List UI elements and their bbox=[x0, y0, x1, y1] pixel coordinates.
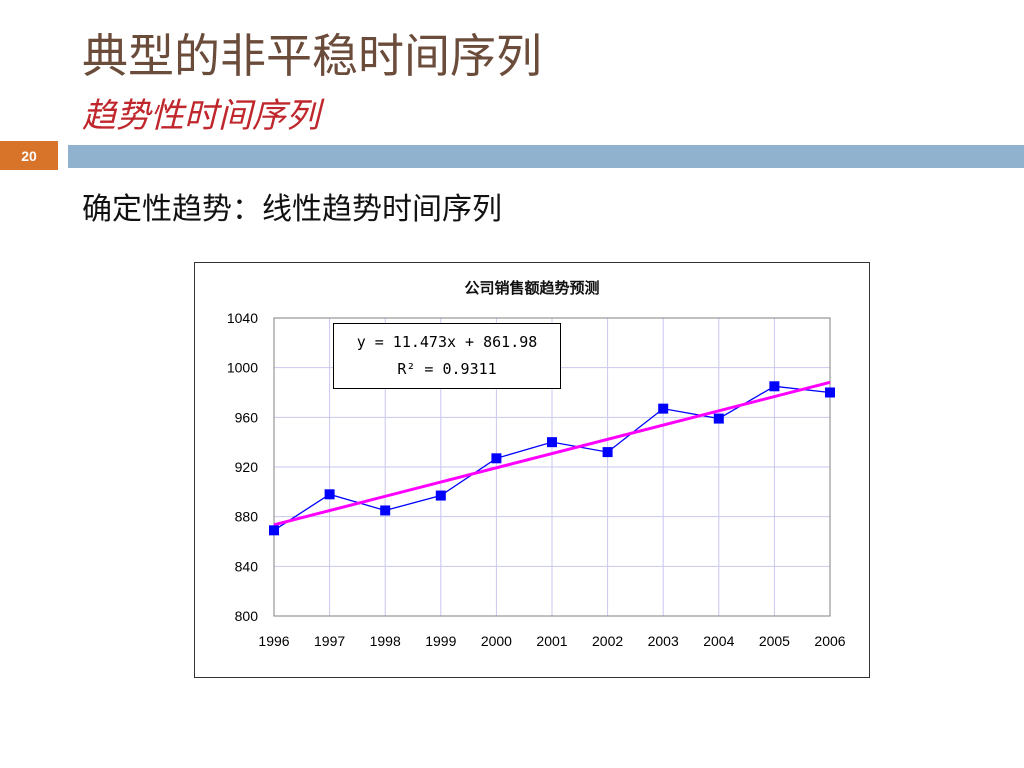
y-tick-label: 960 bbox=[235, 409, 259, 425]
x-tick-label: 1996 bbox=[258, 633, 289, 649]
plot-border bbox=[273, 317, 831, 617]
data-point bbox=[324, 489, 335, 500]
slide-title: 典型的非平稳时间序列 bbox=[82, 29, 542, 83]
y-tick-label: 1000 bbox=[227, 360, 258, 376]
y-tick-label: 1040 bbox=[227, 310, 258, 326]
x-tick-label: 2006 bbox=[814, 633, 845, 649]
x-tick-label: 2005 bbox=[759, 633, 790, 649]
y-tick-label: 920 bbox=[235, 459, 259, 475]
body-text: 确定性趋势：线性趋势时间序列 bbox=[82, 192, 502, 227]
data-point bbox=[825, 387, 835, 398]
slide-subtitle: 趋势性时间序列 bbox=[82, 96, 320, 136]
y-tick-label: 880 bbox=[235, 509, 259, 525]
chart-title: 公司销售额趋势预测 bbox=[464, 279, 600, 297]
y-tick-label: 800 bbox=[235, 608, 259, 624]
x-tick-label: 1997 bbox=[314, 633, 345, 649]
x-tick-label: 2002 bbox=[592, 633, 623, 649]
data-point bbox=[380, 505, 391, 516]
data-point bbox=[713, 413, 724, 424]
x-tick-label: 2003 bbox=[648, 633, 679, 649]
data-point bbox=[435, 490, 446, 501]
slide-number: 20 bbox=[0, 141, 58, 170]
data-point bbox=[547, 437, 557, 448]
x-tick-label: 1999 bbox=[425, 633, 456, 649]
data-point bbox=[269, 525, 279, 536]
x-tick-label: 1998 bbox=[370, 633, 401, 649]
x-tick-label: 2001 bbox=[536, 633, 567, 649]
data-point bbox=[491, 453, 502, 464]
x-tick-label: 2000 bbox=[481, 633, 512, 649]
data-point bbox=[602, 447, 613, 458]
data-point bbox=[769, 381, 780, 392]
trendline-r2: R² = 0.9311 bbox=[397, 360, 497, 378]
chart-frame: 公司销售额趋势预测 800 840 880 920 960 1000 1040 1996 199… bbox=[194, 262, 870, 678]
data-point bbox=[658, 403, 669, 414]
x-tick-label: 2004 bbox=[703, 633, 734, 649]
trendline-equation-box: y = 11.473x + 861.98 R² = 0.9311 bbox=[333, 323, 561, 389]
header-band bbox=[68, 145, 1024, 168]
trendline bbox=[273, 380, 831, 527]
trendline-equation: y = 11.473x + 861.98 bbox=[356, 333, 538, 351]
y-tick-label: 840 bbox=[235, 558, 259, 574]
